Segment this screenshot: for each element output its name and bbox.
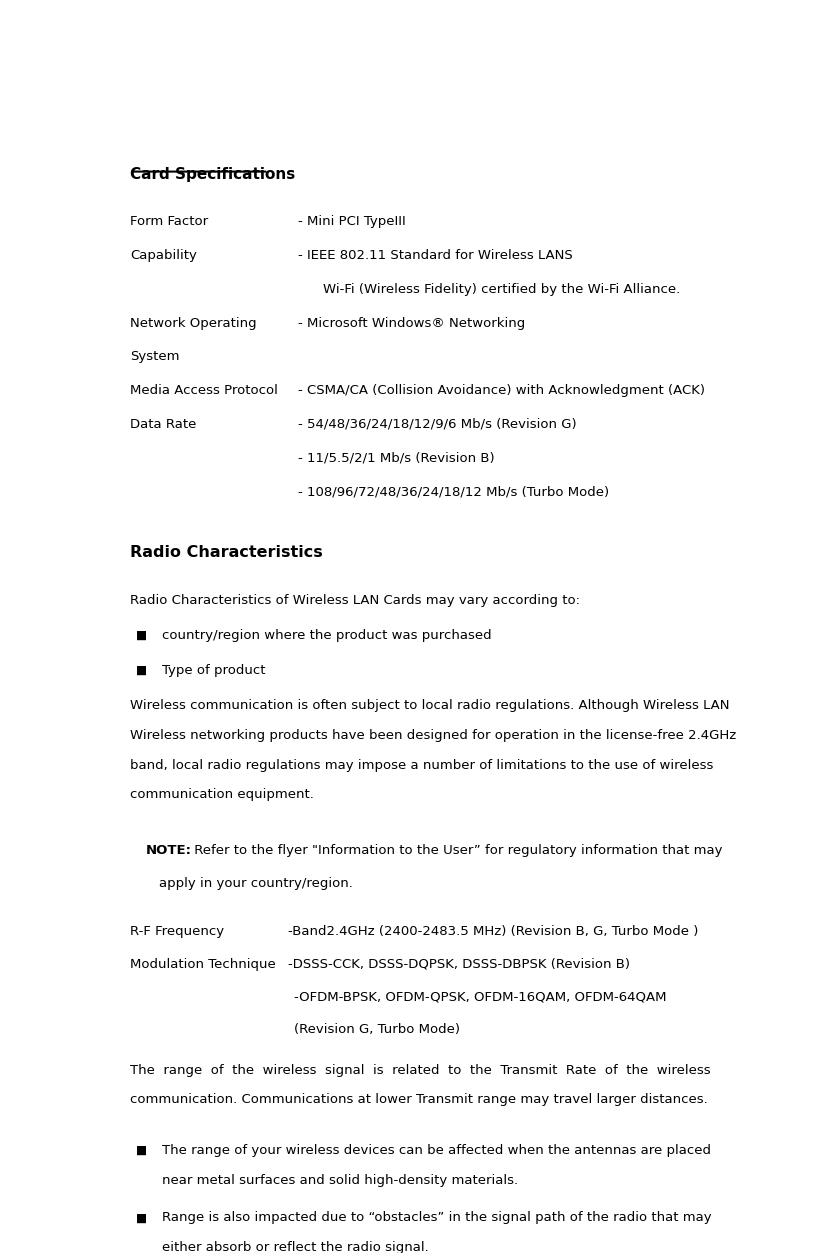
- Text: The range of your wireless devices can be affected when the antennas are placed: The range of your wireless devices can b…: [162, 1144, 711, 1157]
- Text: Media Access Protocol: Media Access Protocol: [130, 385, 278, 397]
- Text: -: -: [298, 452, 302, 465]
- Text: communication equipment.: communication equipment.: [130, 788, 314, 802]
- Text: IEEE 802.11 Standard for Wireless LANS: IEEE 802.11 Standard for Wireless LANS: [307, 249, 573, 262]
- Text: 11/5.5/2/1 Mb/s (Revision B): 11/5.5/2/1 Mb/s (Revision B): [307, 452, 495, 465]
- Text: -Band2.4GHz (2400-2483.5 MHz) (Revision B, G, Turbo Mode ): -Band2.4GHz (2400-2483.5 MHz) (Revision …: [288, 925, 698, 938]
- Text: either absorb or reflect the radio signal.: either absorb or reflect the radio signa…: [162, 1242, 428, 1253]
- Text: ■: ■: [136, 1144, 147, 1157]
- Text: (Revision G, Turbo Mode): (Revision G, Turbo Mode): [295, 1022, 460, 1035]
- Text: near metal surfaces and solid high-density materials.: near metal surfaces and solid high-densi…: [162, 1174, 518, 1187]
- Text: Mini PCI TypeIII: Mini PCI TypeIII: [307, 216, 406, 228]
- Text: Range is also impacted due to “obstacles” in the signal path of the radio that m: Range is also impacted due to “obstacles…: [162, 1212, 711, 1224]
- Text: Microsoft Windows® Networking: Microsoft Windows® Networking: [307, 317, 525, 330]
- Text: -: -: [298, 249, 302, 262]
- Text: Network Operating: Network Operating: [130, 317, 256, 330]
- Text: 108/96/72/48/36/24/18/12 Mb/s (Turbo Mode): 108/96/72/48/36/24/18/12 Mb/s (Turbo Mod…: [307, 485, 609, 499]
- Text: country/region where the product was purchased: country/region where the product was pur…: [162, 629, 492, 642]
- Text: Radio Characteristics of Wireless LAN Cards may vary according to:: Radio Characteristics of Wireless LAN Ca…: [130, 594, 580, 606]
- Text: -: -: [298, 419, 302, 431]
- Text: Wi-Fi (Wireless Fidelity) certified by the Wi-Fi Alliance.: Wi-Fi (Wireless Fidelity) certified by t…: [324, 283, 681, 296]
- Text: Refer to the flyer "Information to the User” for regulatory information that may: Refer to the flyer "Information to the U…: [190, 845, 722, 857]
- Text: Wireless communication is often subject to local radio regulations. Although Wir: Wireless communication is often subject …: [130, 699, 730, 713]
- Text: Radio Characteristics: Radio Characteristics: [130, 545, 323, 560]
- Text: R-F Frequency: R-F Frequency: [130, 925, 224, 938]
- Text: ■: ■: [136, 664, 147, 677]
- Text: -DSSS-CCK, DSSS-DQPSK, DSSS-DBPSK (Revision B): -DSSS-CCK, DSSS-DQPSK, DSSS-DBPSK (Revis…: [288, 957, 630, 971]
- Text: apply in your country/region.: apply in your country/region.: [159, 877, 353, 890]
- Text: -: -: [298, 385, 302, 397]
- Text: ■: ■: [136, 1212, 147, 1224]
- Text: -OFDM-BPSK, OFDM-QPSK, OFDM-16QAM, OFDM-64QAM: -OFDM-BPSK, OFDM-QPSK, OFDM-16QAM, OFDM-…: [295, 990, 666, 1004]
- Text: NOTE:: NOTE:: [146, 845, 192, 857]
- Text: -: -: [298, 485, 302, 499]
- Text: Modulation Technique: Modulation Technique: [130, 957, 275, 971]
- Text: Wireless networking products have been designed for operation in the license-fre: Wireless networking products have been d…: [130, 729, 736, 742]
- Text: -: -: [298, 317, 302, 330]
- Text: communication. Communications at lower Transmit range may travel larger distance: communication. Communications at lower T…: [130, 1094, 707, 1106]
- Text: Capability: Capability: [130, 249, 196, 262]
- Text: band, local radio regulations may impose a number of limitations to the use of w: band, local radio regulations may impose…: [130, 759, 713, 772]
- Text: Type of product: Type of product: [162, 664, 265, 677]
- Text: ■: ■: [136, 629, 147, 642]
- Text: System: System: [130, 351, 179, 363]
- Text: The  range  of  the  wireless  signal  is  related  to  the  Transmit  Rate  of : The range of the wireless signal is rela…: [130, 1064, 711, 1076]
- Text: Card Specifications: Card Specifications: [130, 167, 295, 182]
- Text: Form Factor: Form Factor: [130, 216, 208, 228]
- Text: 54/48/36/24/18/12/9/6 Mb/s (Revision G): 54/48/36/24/18/12/9/6 Mb/s (Revision G): [307, 419, 577, 431]
- Text: Data Rate: Data Rate: [130, 419, 196, 431]
- Text: CSMA/CA (Collision Avoidance) with Acknowledgment (ACK): CSMA/CA (Collision Avoidance) with Ackno…: [307, 385, 705, 397]
- Text: -: -: [298, 216, 302, 228]
